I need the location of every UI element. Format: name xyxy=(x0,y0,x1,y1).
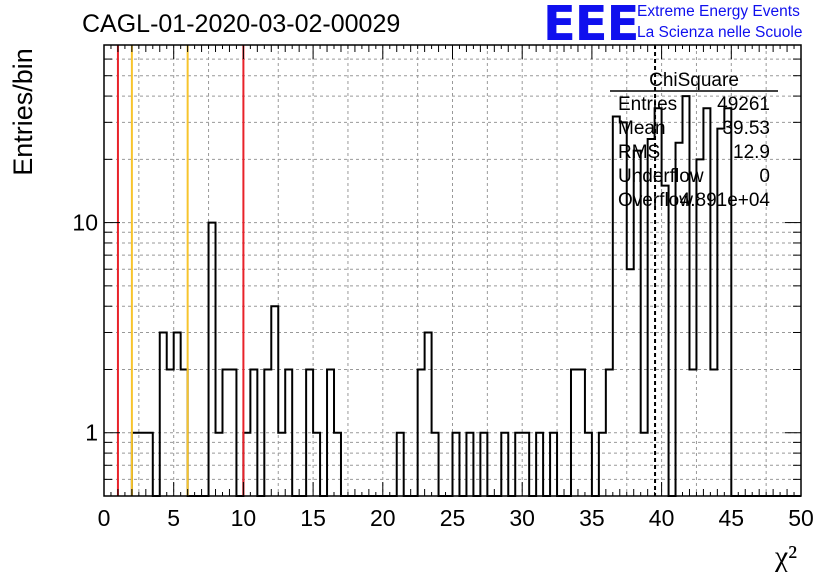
histogram-bin xyxy=(641,433,648,496)
x-tick-label: 35 xyxy=(579,505,605,531)
x-tick-label: 45 xyxy=(719,505,745,531)
histogram-bin xyxy=(501,433,508,496)
stats-row-value: 12.9 xyxy=(733,142,770,163)
histogram-bin xyxy=(278,433,285,496)
histogram-bin xyxy=(585,433,592,496)
histogram-bin xyxy=(480,433,487,496)
histogram-bin xyxy=(174,332,181,496)
histogram-bin xyxy=(606,369,613,496)
histogram-bin xyxy=(139,433,146,496)
histogram-bin xyxy=(250,369,257,496)
histogram-bin xyxy=(160,332,167,496)
stats-row-value: 0 xyxy=(759,166,770,187)
stats-row-value: 49261 xyxy=(717,94,770,115)
histogram-bin xyxy=(243,433,250,496)
histogram-bin xyxy=(264,369,271,496)
stats-row-label: RMS xyxy=(618,142,660,163)
x-tick-label: 30 xyxy=(509,505,535,531)
logo-line-1: Extreme Energy Events xyxy=(637,3,800,20)
histogram-bin xyxy=(181,369,188,496)
histogram-bin xyxy=(515,433,522,496)
stats-row-value: 39.53 xyxy=(722,118,770,139)
histogram-bin xyxy=(578,369,585,496)
x-tick-label: 40 xyxy=(649,505,675,531)
histogram-bin xyxy=(466,433,473,496)
histogram-bin xyxy=(522,433,529,496)
y-tick-label: 10 xyxy=(72,210,98,236)
histogram-bin xyxy=(327,369,334,496)
histogram-bin xyxy=(167,369,174,496)
histogram-bin xyxy=(229,369,236,496)
histogram-bin xyxy=(132,433,139,496)
stats-row-label: Underflow xyxy=(618,166,704,187)
x-tick-label: 10 xyxy=(231,505,257,531)
histogram-bin xyxy=(550,433,557,496)
x-tick-label: 50 xyxy=(788,505,814,531)
histogram-bin xyxy=(571,369,578,496)
histogram-bin xyxy=(683,96,690,496)
histogram-bin xyxy=(271,306,278,496)
histogram-bin xyxy=(222,369,229,496)
histogram-bin xyxy=(146,433,153,496)
chart-title: CAGL-01-2020-03-02-00029 xyxy=(82,10,401,38)
histogram-bin xyxy=(453,433,460,496)
histogram-bin xyxy=(397,433,404,496)
histogram-bin xyxy=(216,433,223,496)
histogram-bin xyxy=(432,433,439,496)
histogram-bin xyxy=(285,369,292,496)
histogram-bin xyxy=(313,433,320,496)
x-tick-label: 15 xyxy=(300,505,326,531)
histogram-bin xyxy=(599,433,606,496)
x-tick-label: 0 xyxy=(98,505,111,531)
x-axis-label: χ² xyxy=(774,540,797,572)
histogram-bin xyxy=(425,332,432,496)
histogram-bin xyxy=(689,369,696,496)
histogram-bin xyxy=(627,269,634,496)
x-tick-label: 5 xyxy=(167,505,180,531)
histogram-bin xyxy=(724,108,731,496)
stats-title: ChiSquare xyxy=(649,70,739,91)
histogram-bin xyxy=(209,223,216,496)
stats-row-value: 4.891e+04 xyxy=(680,190,771,211)
logo-line-2: La Scienza nelle Scuole xyxy=(637,24,803,41)
histogram-bin xyxy=(536,433,543,496)
x-tick-label: 20 xyxy=(370,505,396,531)
histogram-bin xyxy=(334,433,341,496)
histogram-bin xyxy=(710,369,717,496)
histogram-bin xyxy=(703,108,710,496)
stats-row-label: Mean xyxy=(618,118,666,139)
histogram-bin xyxy=(418,369,425,496)
eee-logo: EEE xyxy=(543,0,639,52)
stats-row-label: Entries xyxy=(618,94,677,115)
x-tick-label: 25 xyxy=(440,505,466,531)
y-tick-label: 1 xyxy=(85,420,98,446)
y-axis-label: Entries/bin xyxy=(8,48,38,176)
histogram-bin xyxy=(662,186,669,496)
histogram-bin xyxy=(306,369,313,496)
stats-row-label: Overflow xyxy=(618,190,693,211)
histogram-bin xyxy=(717,129,724,496)
